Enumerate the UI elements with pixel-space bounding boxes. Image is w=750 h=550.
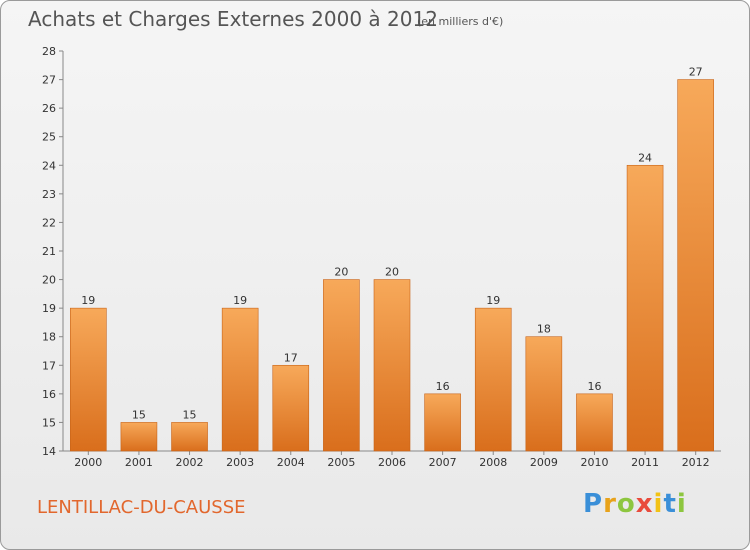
x-tick-label: 2005 [327, 456, 355, 469]
data-label-2005: 20 [334, 266, 348, 279]
y-tick-label: 16 [42, 388, 56, 401]
bar-2011 [626, 164, 664, 452]
y-tick-label: 20 [42, 274, 56, 287]
x-tick-label: 2000 [74, 456, 102, 469]
x-tick-label: 2008 [479, 456, 507, 469]
y-tick-label: 17 [42, 359, 56, 372]
x-tick-label: 2011 [631, 456, 659, 469]
bar-2012 [677, 79, 714, 452]
commune-name: LENTILLAC-DU-CAUSSE [37, 497, 246, 518]
bar-2007 [424, 393, 461, 452]
x-tick-label: 2010 [580, 456, 608, 469]
data-label-2001: 15 [132, 408, 146, 421]
x-tick-label: 2004 [277, 456, 305, 469]
bar-2010 [576, 393, 613, 452]
bar-2000 [70, 307, 107, 452]
proxiti-logo: Proxiti [583, 489, 687, 519]
y-tick-label: 19 [42, 302, 56, 315]
x-tick-label: 2012 [682, 456, 710, 469]
bar-2005 [323, 279, 360, 452]
y-tick-label: 15 [42, 416, 56, 429]
data-label-2012: 27 [689, 66, 703, 79]
bar-2006 [373, 279, 411, 452]
y-tick-label: 26 [42, 102, 56, 115]
y-tick-label: 23 [42, 188, 56, 201]
chart-axes: 14 15 16 17 18 19 20 21 22 23 24 25 26 27 28 2000 2001 20… [42, 45, 721, 469]
chart-title: Achats et Charges Externes 2000 à 2012 [28, 7, 438, 31]
y-tick-label: 24 [42, 159, 56, 172]
x-tick-label: 2001 [125, 456, 153, 469]
bar-2001 [120, 422, 158, 452]
logo-letter: o [616, 489, 636, 519]
x-tick-label: 2003 [226, 456, 254, 469]
logo-letter: r [603, 489, 617, 519]
data-label-2006: 20 [385, 266, 399, 279]
bar-2004 [272, 364, 310, 452]
x-tick-label: 2009 [530, 456, 558, 469]
data-label-2003: 19 [233, 294, 247, 307]
y-tick-label: 14 [42, 445, 56, 458]
chart-unit-label: (en milliers d'€) [417, 15, 504, 28]
data-label-2009: 18 [537, 323, 551, 336]
logo-letter: i [676, 489, 687, 519]
bar-2009 [525, 336, 563, 452]
chart-data-labels: 19 15 15 19 17 20 20 16 19 18 16 24 27 [81, 66, 702, 422]
x-tick-label: 2007 [429, 456, 457, 469]
data-label-2010: 16 [587, 380, 601, 393]
data-label-2007: 16 [436, 380, 450, 393]
data-label-2008: 19 [486, 294, 500, 307]
chart-bars [70, 79, 714, 452]
data-label-2011: 24 [638, 151, 652, 164]
data-label-2004: 17 [284, 351, 298, 364]
bar-2002 [171, 422, 208, 452]
logo-letter: i [653, 489, 664, 519]
x-tick-label: 2006 [378, 456, 406, 469]
logo-letter: x [635, 489, 654, 519]
y-tick-label: 21 [42, 245, 56, 258]
y-tick-label: 22 [42, 216, 56, 229]
y-tick-label: 18 [42, 331, 56, 344]
data-label-2002: 15 [183, 408, 197, 421]
y-tick-label: 27 [42, 74, 56, 87]
logo-letter: P [583, 489, 604, 519]
y-tick-label: 25 [42, 131, 56, 144]
logo-letter: t [663, 489, 677, 519]
bar-2008 [474, 307, 512, 452]
data-label-2000: 19 [81, 294, 95, 307]
x-tick-label: 2002 [176, 456, 204, 469]
bar-2003 [221, 307, 259, 452]
y-tick-label: 28 [42, 45, 56, 58]
